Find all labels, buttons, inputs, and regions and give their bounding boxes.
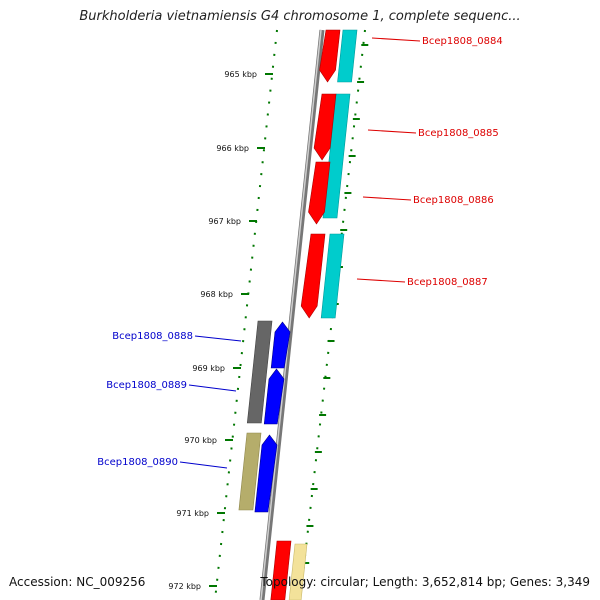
partial-forward-track [288, 543, 308, 600]
gene-bcep1808-0889[interactable] [263, 368, 285, 425]
gene-bcep1808-0890[interactable] [254, 434, 278, 513]
forward-track-segment [320, 233, 345, 319]
map-title: Burkholderia vietnamiensis G4 chromosome… [79, 9, 521, 24]
gene-leader-line [194, 335, 242, 342]
gene-label[interactable]: Bcep1808_0884 [422, 36, 503, 47]
reverse-track-segment [246, 320, 273, 424]
partial-forward-feature [270, 540, 292, 600]
gene-label[interactable]: Bcep1808_0885 [418, 128, 499, 139]
topology-text: Topology: circular; Length: 3,652,814 bp… [260, 575, 590, 589]
accession-text: Accession: NC_009256 [9, 575, 146, 589]
genome-backbone [259, 29, 325, 600]
gene-label[interactable]: Bcep1808_0889 [106, 380, 187, 391]
gene-leader-line [367, 129, 417, 134]
gene-leader-line [356, 278, 406, 283]
scale-ring-left [214, 29, 278, 600]
scale-tick-label: 969 kbp [192, 364, 225, 373]
scale-tick-label: 970 kbp [184, 436, 217, 445]
genome-backbone-highlight [260, 29, 322, 600]
gene-label[interactable]: Bcep1808_0887 [407, 277, 488, 288]
gene-bcep1808-0887[interactable] [300, 233, 326, 319]
gene-bcep1808-0888[interactable] [270, 321, 291, 369]
gene-leader-line [362, 196, 412, 201]
gene-label[interactable]: Bcep1808_0888 [112, 331, 193, 342]
scale-tick-label: 967 kbp [208, 217, 241, 226]
scale-tick-label: 968 kbp [200, 290, 233, 299]
gene-label[interactable]: Bcep1808_0890 [97, 457, 178, 468]
scale-tick-label: 971 kbp [176, 509, 209, 518]
gene-leader-line [188, 384, 237, 392]
scale-tick-label: 966 kbp [216, 144, 249, 153]
scale-tick-label: 972 kbp [168, 582, 201, 591]
scale-tick-label: 965 kbp [224, 70, 257, 79]
gene-label[interactable]: Bcep1808_0886 [413, 195, 494, 206]
gene-bcep1808-0884[interactable] [319, 29, 341, 83]
reverse-track-segment [238, 432, 262, 511]
gene-leader-line [371, 37, 421, 42]
gene-leader-line [179, 461, 228, 469]
forward-track-segment [337, 29, 358, 83]
gene-bcep1808-0885[interactable] [313, 93, 337, 161]
gene-bcep1808-0886[interactable] [308, 161, 331, 225]
